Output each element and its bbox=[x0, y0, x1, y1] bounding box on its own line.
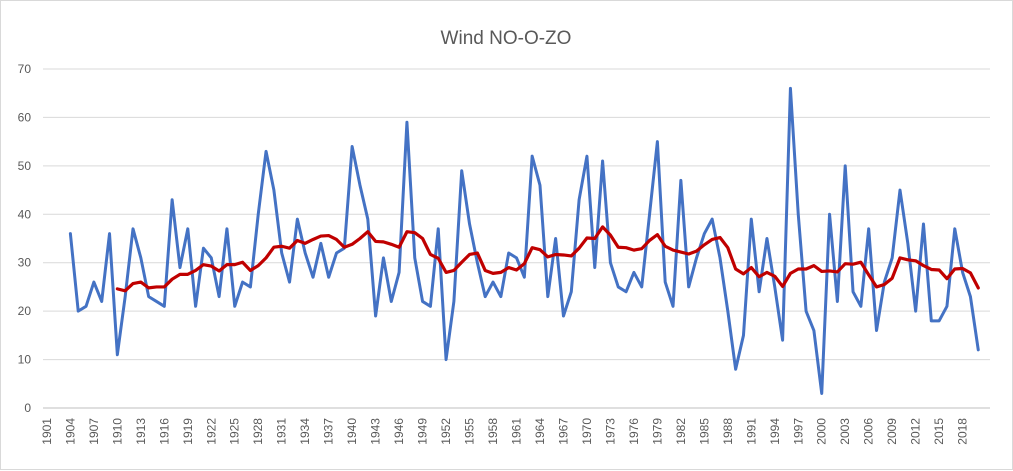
y-tick-label: 60 bbox=[18, 110, 32, 124]
x-tick-label: 1955 bbox=[463, 418, 477, 445]
y-tick-label: 50 bbox=[18, 159, 32, 173]
x-tick-label: 1985 bbox=[697, 418, 711, 445]
y-axis-ticks: 0 10 20 30 40 50 60 70 bbox=[18, 62, 32, 415]
x-tick-label: 1922 bbox=[204, 418, 218, 445]
x-tick-label: 2018 bbox=[956, 418, 970, 445]
x-tick-label: 1949 bbox=[416, 418, 430, 445]
x-tick-label: 2000 bbox=[815, 418, 829, 445]
x-tick-label: 2015 bbox=[932, 418, 946, 445]
x-tick-label: 1925 bbox=[228, 418, 242, 445]
x-tick-label: 1964 bbox=[533, 418, 547, 445]
x-tick-label: 1904 bbox=[63, 418, 77, 445]
y-tick-label: 70 bbox=[18, 62, 32, 76]
x-tick-label: 1943 bbox=[369, 418, 383, 445]
x-tick-label: 1946 bbox=[392, 418, 406, 445]
y-tick-label: 10 bbox=[18, 353, 32, 367]
x-tick-label: 1931 bbox=[275, 418, 289, 445]
x-tick-label: 1982 bbox=[674, 418, 688, 445]
x-tick-label: 1907 bbox=[87, 418, 101, 445]
x-tick-label: 1913 bbox=[134, 418, 148, 445]
chart-title: Wind NO-O-ZO bbox=[441, 28, 572, 49]
series-line-moving-average bbox=[115, 225, 980, 293]
x-tick-label: 2009 bbox=[885, 418, 899, 445]
y-tick-label: 0 bbox=[24, 401, 31, 415]
y-tick-label: 30 bbox=[18, 256, 32, 270]
x-tick-label: 1994 bbox=[768, 418, 782, 445]
x-tick-label: 1937 bbox=[322, 418, 336, 445]
x-tick-label: 1958 bbox=[486, 418, 500, 445]
x-tick-label: 1940 bbox=[345, 418, 359, 445]
x-tick-label: 1919 bbox=[181, 418, 195, 445]
x-tick-label: 1910 bbox=[110, 418, 124, 445]
x-tick-label: 1991 bbox=[744, 418, 758, 445]
x-tick-label: 2006 bbox=[862, 418, 876, 445]
x-tick-label: 1952 bbox=[439, 418, 453, 445]
series-layer bbox=[68, 86, 980, 395]
x-tick-label: 2012 bbox=[909, 418, 923, 445]
x-tick-label: 1988 bbox=[721, 418, 735, 445]
x-tick-label: 1976 bbox=[627, 418, 641, 445]
x-tick-label: 1916 bbox=[157, 418, 171, 445]
x-tick-label: 1934 bbox=[298, 418, 312, 445]
x-tick-label: 1979 bbox=[650, 418, 664, 445]
x-tick-label: 1928 bbox=[251, 418, 265, 445]
x-tick-label: 2003 bbox=[838, 418, 852, 445]
x-tick-label: 1967 bbox=[556, 418, 570, 445]
x-tick-label: 1961 bbox=[510, 418, 524, 445]
x-tick-label: 1997 bbox=[791, 418, 805, 445]
y-tick-label: 40 bbox=[18, 207, 32, 221]
x-axis-ticks: 1901 1904 1907 1910 1913 1916 1919 1922 1925 1928… bbox=[40, 418, 970, 445]
y-tick-label: 20 bbox=[18, 304, 32, 318]
x-tick-label: 1970 bbox=[580, 418, 594, 445]
series-line-annual bbox=[68, 86, 980, 395]
x-tick-label: 1973 bbox=[603, 418, 617, 445]
x-tick-label: 1901 bbox=[40, 418, 54, 445]
